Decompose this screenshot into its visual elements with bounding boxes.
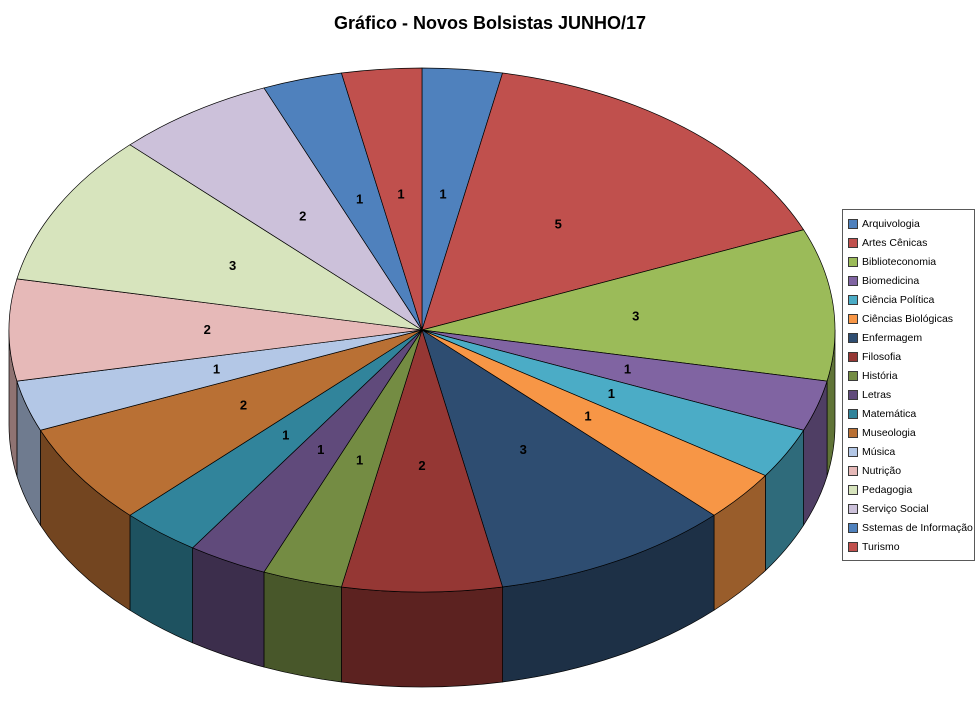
legend-item-7: Filosofia bbox=[846, 347, 971, 366]
legend-item-0: Arquivologia bbox=[846, 214, 971, 233]
pie-slice-side-8 bbox=[263, 571, 342, 683]
legend-swatch bbox=[848, 427, 858, 438]
legend-item-17: Turismo bbox=[846, 537, 971, 556]
pie-slice-side-7 bbox=[341, 586, 503, 688]
legend-item-4: Ciência Política bbox=[846, 290, 971, 309]
legend-label: Museologia bbox=[862, 426, 916, 439]
pie-slice-15 bbox=[129, 87, 423, 331]
legend-label: Turismo bbox=[862, 540, 900, 553]
slice-value-label-16: 1 bbox=[356, 192, 363, 207]
pie-slice-14 bbox=[16, 144, 423, 331]
legend-swatch bbox=[848, 370, 858, 381]
legend-label: Nutrição bbox=[862, 464, 902, 477]
legend-label: Letras bbox=[862, 388, 892, 401]
legend-item-2: Biblioteconomia bbox=[846, 252, 971, 271]
legend: Arquivologia Artes Cênicas Biblioteconomia… bbox=[842, 209, 975, 561]
slice-value-label-15: 2 bbox=[299, 209, 306, 224]
pie-slice-7 bbox=[341, 329, 503, 593]
pie-slice-1 bbox=[421, 72, 804, 331]
slice-value-label-9: 1 bbox=[317, 442, 324, 457]
legend-item-8: História bbox=[846, 366, 971, 385]
slice-value-label-6: 3 bbox=[520, 442, 527, 457]
legend-label: História bbox=[862, 369, 898, 382]
slice-value-label-17: 1 bbox=[397, 186, 404, 201]
slice-value-label-13: 2 bbox=[204, 322, 211, 337]
legend-label: Serviço Social bbox=[862, 502, 929, 515]
legend-swatch bbox=[848, 275, 858, 286]
slice-value-label-14: 3 bbox=[229, 258, 236, 273]
legend-swatch bbox=[848, 351, 858, 362]
pie-slice-17 bbox=[341, 67, 423, 331]
legend-swatch bbox=[848, 408, 858, 419]
legend-label: Biomedicina bbox=[862, 274, 920, 287]
legend-item-15: Serviço Social bbox=[846, 499, 971, 518]
legend-item-5: Ciências Biológicas bbox=[846, 309, 971, 328]
legend-swatch bbox=[848, 389, 858, 400]
legend-label: Matemática bbox=[862, 407, 917, 420]
legend-item-14: Pedagogia bbox=[846, 480, 971, 499]
legend-swatch bbox=[848, 294, 858, 305]
legend-item-3: Biomedicina bbox=[846, 271, 971, 290]
legend-swatch bbox=[848, 446, 858, 457]
legend-swatch bbox=[848, 218, 858, 229]
legend-swatch bbox=[848, 256, 858, 267]
legend-swatch bbox=[848, 332, 858, 343]
legend-item-10: Matemática bbox=[846, 404, 971, 423]
slice-value-label-5: 1 bbox=[584, 408, 591, 423]
legend-swatch bbox=[848, 503, 858, 514]
slice-value-label-12: 1 bbox=[213, 362, 220, 377]
legend-label: Sstemas de Informação bbox=[862, 521, 973, 534]
slice-value-label-10: 1 bbox=[282, 427, 289, 442]
legend-item-11: Museologia bbox=[846, 423, 971, 442]
legend-swatch bbox=[848, 484, 858, 495]
pie-slice-13 bbox=[8, 278, 423, 382]
legend-item-13: Nutrição bbox=[846, 461, 971, 480]
legend-item-16: Sstemas de Informação bbox=[846, 518, 973, 537]
chart-title: Gráfico - Novos Bolsistas JUNHO/17 bbox=[333, 13, 647, 33]
legend-label: Artes Cênicas bbox=[862, 236, 928, 249]
legend-label: Biblioteconomia bbox=[862, 255, 937, 268]
legend-label: Ciência Política bbox=[862, 293, 935, 306]
legend-swatch bbox=[848, 237, 858, 248]
legend-swatch bbox=[848, 541, 858, 552]
legend-label: Pedagogia bbox=[862, 483, 913, 496]
slice-value-label-0: 1 bbox=[439, 186, 446, 201]
legend-item-9: Letras bbox=[846, 385, 971, 404]
legend-label: Ciências Biológicas bbox=[862, 312, 954, 325]
pie-slice-2 bbox=[421, 229, 836, 382]
slice-value-label-3: 1 bbox=[624, 362, 631, 377]
legend-swatch bbox=[848, 313, 858, 324]
slice-value-label-11: 2 bbox=[240, 398, 247, 413]
slice-value-label-7: 2 bbox=[418, 458, 425, 473]
legend-label: Enfermagem bbox=[862, 331, 923, 344]
pie-slice-6 bbox=[421, 329, 715, 588]
slice-value-label-8: 1 bbox=[356, 452, 363, 467]
slice-value-label-1: 5 bbox=[555, 217, 562, 232]
slice-value-label-2: 3 bbox=[632, 309, 639, 324]
legend-label: Música bbox=[862, 445, 896, 458]
legend-item-12: Música bbox=[846, 442, 971, 461]
legend-swatch bbox=[848, 465, 858, 476]
legend-swatch bbox=[848, 522, 858, 533]
legend-item-1: Artes Cênicas bbox=[846, 233, 971, 252]
slice-value-label-4: 1 bbox=[608, 386, 615, 401]
legend-item-6: Enfermagem bbox=[846, 328, 971, 347]
legend-label: Filosofia bbox=[862, 350, 902, 363]
legend-label: Arquivologia bbox=[862, 217, 920, 230]
pie-slice-11 bbox=[40, 329, 423, 516]
